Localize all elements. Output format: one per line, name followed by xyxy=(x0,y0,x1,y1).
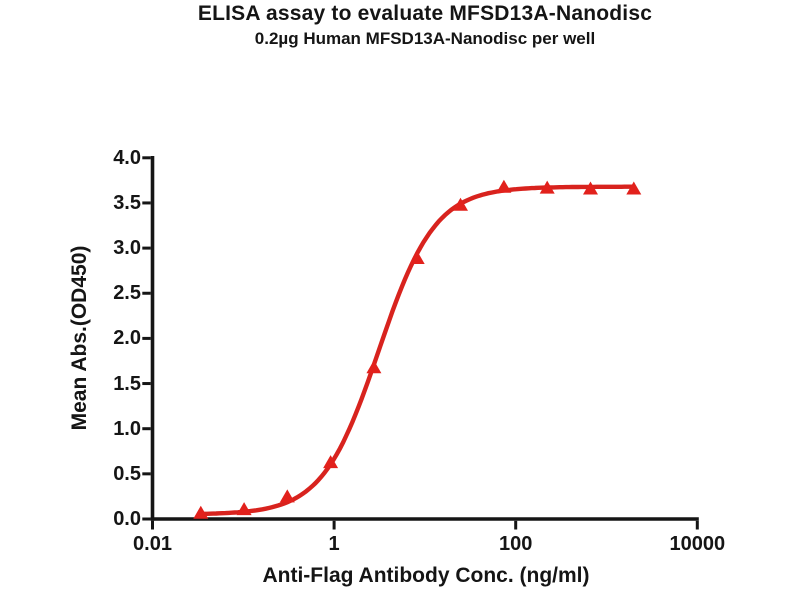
y-tick-label: 1.0 xyxy=(113,417,141,440)
x-tick-label: 1 xyxy=(328,533,340,555)
data-point-marker xyxy=(626,181,642,195)
chart-subtitle: 0.2µg Human MFSD13A-Nanodisc per well xyxy=(254,29,596,48)
data-point-marker xyxy=(279,489,295,503)
y-tick-label: 2.0 xyxy=(113,327,141,350)
x-axis-label: Anti-Flag Antibody Conc. (ng/ml) xyxy=(262,564,590,587)
data-point-marker xyxy=(323,455,339,469)
data-point-marker xyxy=(409,251,425,264)
data-point-marker xyxy=(583,181,598,195)
y-tick-label: 3.0 xyxy=(113,237,141,260)
fit-curve xyxy=(198,184,636,517)
data-point-marker xyxy=(453,197,468,211)
data-point-marker xyxy=(193,505,209,519)
x-tick-label: 100 xyxy=(499,533,533,555)
chart-title: ELISA assay to evaluate MFSD13A-Nanodisc xyxy=(197,2,653,25)
y-tick-label: 0.5 xyxy=(113,462,141,485)
data-point-marker xyxy=(236,502,252,516)
x-tick-label: 10000 xyxy=(669,533,726,555)
y-tick-label: 3.5 xyxy=(113,191,141,214)
data-point-marker xyxy=(496,179,512,193)
data-point-marker xyxy=(539,180,555,194)
y-tick-label: 1.5 xyxy=(113,372,141,395)
x-tick-label: 0.01 xyxy=(133,533,172,555)
y-tick-label: 2.5 xyxy=(113,282,141,305)
y-tick-label: 0.0 xyxy=(113,508,141,530)
y-tick-label: 4.0 xyxy=(113,146,141,169)
data-point-marker xyxy=(366,360,382,374)
